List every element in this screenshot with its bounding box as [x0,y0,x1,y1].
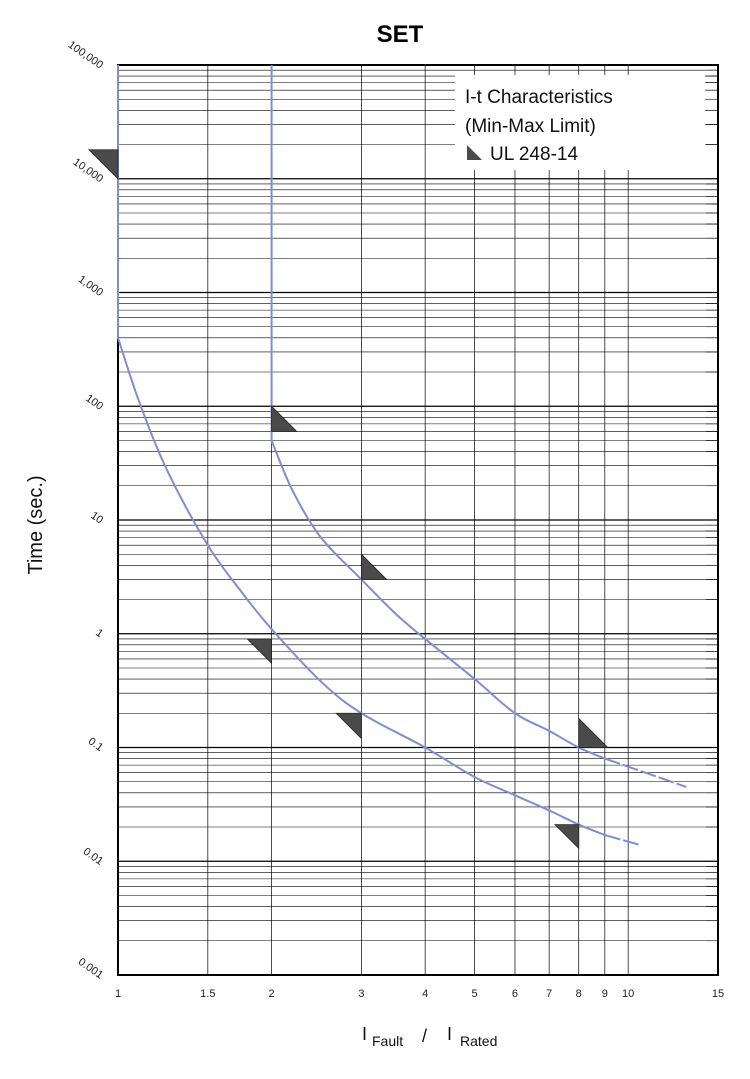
ul-marker [578,717,609,748]
y-tick-label: 0.1 [86,735,105,754]
y-tick-label: 1 [93,627,105,640]
x-label-fault-sub: Fault [372,1033,403,1049]
x-tick-label: 7 [546,988,552,1000]
x-tick-label: 10 [622,988,634,1000]
x-tick-label: 9 [602,988,608,1000]
series-group [117,65,687,846]
ul-marker [246,638,272,665]
y-tick-label: 0.01 [81,846,105,868]
legend-box [455,75,705,170]
x-tick-label: 1 [115,988,121,1000]
y-tick-label: 0.001 [76,956,105,982]
x-tick-label: 15 [712,988,724,1000]
x-label-rated-sub: Rated [460,1033,497,1049]
x-tick-label: 4 [422,988,428,1000]
x-tick-label: 2 [269,988,275,1000]
y-tick-label: 10 [88,510,105,527]
series-1-line [117,65,606,836]
series-1-dashed-extension [604,834,640,846]
ul-marker [271,405,298,432]
y-tick-label: 1,000 [76,273,105,299]
x-tick-label: 3 [358,988,364,1000]
ul-marker [361,553,388,580]
x-tick-label: 1.5 [200,988,215,1000]
legend-marker-label: UL 248-14 [490,144,578,165]
chart-title: SET [377,21,424,48]
grid [118,65,718,976]
x-tick-labels: 1 1.5 2 3 4 5 6 7 8 9 10 15 [115,988,724,1000]
legend-marker-icon [467,145,482,160]
legend-line-2: (Min-Max Limit) [465,116,596,137]
plot-frame [117,64,719,976]
legend-line-1: I-t Characteristics [465,87,613,108]
x-label-fault-prefix: I [362,1024,367,1044]
y-tick-label: 100,000 [66,39,105,72]
x-tick-label: 5 [472,988,478,1000]
series-2-line [270,65,606,760]
x-label-slash: / [422,1026,427,1046]
y-tick-label: 100 [83,392,105,412]
x-label-rated-prefix: I [447,1024,452,1044]
x-tick-label: 6 [512,988,518,1000]
legend: I-t Characteristics (Min-Max Limit) UL 2… [455,75,705,170]
x-tick-label: 8 [576,988,582,1000]
x-axis-label: I Fault / I Rated [362,1024,497,1049]
ul-marker [554,824,580,850]
ul-marker [335,712,362,740]
ul-markers [87,149,609,850]
ul-marker [87,149,119,180]
series-2-dashed-extension [604,757,687,788]
y-axis-label: Time (sec.) [25,475,47,574]
